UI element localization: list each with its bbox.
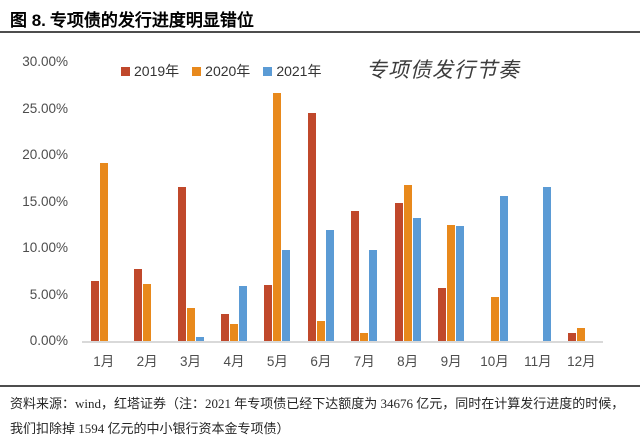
bar-2020年-10月 [490,297,499,341]
x-tick-label: 8月 [397,354,419,369]
chart-legend: 2019年 2020年 2021年 [121,61,321,81]
legend-label: 2019年 [134,63,180,79]
x-tick-label: 11月 [524,354,552,369]
legend-item-2021年: 2021年 [263,61,321,81]
bar-2020年-6月 [316,321,325,341]
bar-2019年-3月 [177,186,186,341]
x-tick-label: 2月 [136,354,158,369]
x-tick-label: 7月 [353,354,375,369]
legend-swatch-icon [121,66,130,76]
figure-number-label: 图 8. [10,11,46,30]
bar-2019年-9月 [438,288,447,341]
y-tick-label: 20.00% [22,147,68,162]
legend-swatch-icon [263,66,273,76]
bar-2020年-9月 [447,224,456,341]
legend-label: 2021年 [276,63,322,79]
x-tick-label: 1月 [93,354,115,369]
y-tick-label: 30.00% [22,54,68,69]
title-divider [0,31,640,33]
x-tick-label: 10月 [480,354,509,369]
bar-2019年-7月 [351,210,360,341]
bar-2019年-12月 [568,332,577,341]
month-group-6月 [299,62,342,341]
bar-2020年-2月 [143,284,152,341]
month-group-8月 [386,62,429,341]
bar-2020年-3月 [186,308,195,341]
bar-2019年-5月 [264,285,273,341]
footer-divider [0,385,640,387]
month-group-7月 [343,62,386,341]
y-tick-label: 25.00% [22,100,68,116]
y-tick-label: 0.00% [29,333,68,348]
bar-2019年-6月 [307,113,316,341]
bar-2020年-5月 [273,92,282,341]
bar-2019年-8月 [394,203,403,341]
month-group-10月 [473,62,516,341]
bar-2020年-7月 [360,332,369,341]
plot-area [82,62,603,343]
chart-annotation: 专项债发行节奏 [366,58,520,82]
y-tick-label: 10.00% [22,240,68,255]
month-group-3月 [169,62,212,341]
month-group-11月 [516,62,559,341]
legend-label: 2020年 [205,63,251,79]
x-tick-label: 6月 [310,354,332,369]
x-tick-label: 3月 [180,354,202,369]
month-group-9月 [429,62,472,341]
bar-2020年-1月 [99,163,108,341]
x-tick-label: 12月 [567,354,596,369]
bar-2020年-8月 [403,184,412,341]
x-tick-label: 5月 [266,354,288,369]
month-group-12月 [560,62,603,341]
month-group-4月 [212,62,255,341]
bar-2020年-12月 [577,327,586,341]
x-tick-label: 9月 [440,354,462,369]
y-axis: 0.00% 5.00% 10.00% 15.00% 20.00% 25.00% 30.00% [0,0,68,360]
month-group-2月 [125,62,168,341]
bar-2019年-4月 [220,314,229,341]
x-axis: 1月 2月 3月 4月 5月 6月 7月 8月 9月 10月 11月 12月 [82,350,603,370]
bar-2021年-4月 [238,286,247,341]
month-group-5月 [256,62,299,341]
bar-2021年-5月 [282,249,291,341]
bar-2020年-4月 [229,324,238,341]
y-tick-label: 15.00% [22,193,68,209]
month-group-1月 [82,62,125,341]
figure-title: 图 8. 专项债的发行进度明显错位 [10,6,254,31]
legend-item-2020年: 2020年 [192,61,250,81]
legend-swatch-icon [192,66,202,76]
bar-2021年-10月 [499,195,508,341]
x-tick-label: 4月 [223,354,245,369]
bar-2021年-8月 [412,218,421,341]
bar-2021年-11月 [542,186,551,341]
bar-2019年-2月 [134,269,143,341]
legend-item-2019年: 2019年 [121,61,179,81]
bar-2021年-9月 [456,225,465,341]
bar-2021年-3月 [195,337,204,341]
bar-2021年-6月 [325,230,334,341]
bar-2019年-1月 [90,280,99,341]
y-tick-label: 5.00% [29,286,68,302]
source-note: 资料来源：wind，红塔证券（注：2021 年专项债已经下达额度为 34676 … [10,396,625,436]
bar-2021年-7月 [369,249,378,341]
figure-title-text: 专项债的发行进度明显错位 [49,11,254,30]
